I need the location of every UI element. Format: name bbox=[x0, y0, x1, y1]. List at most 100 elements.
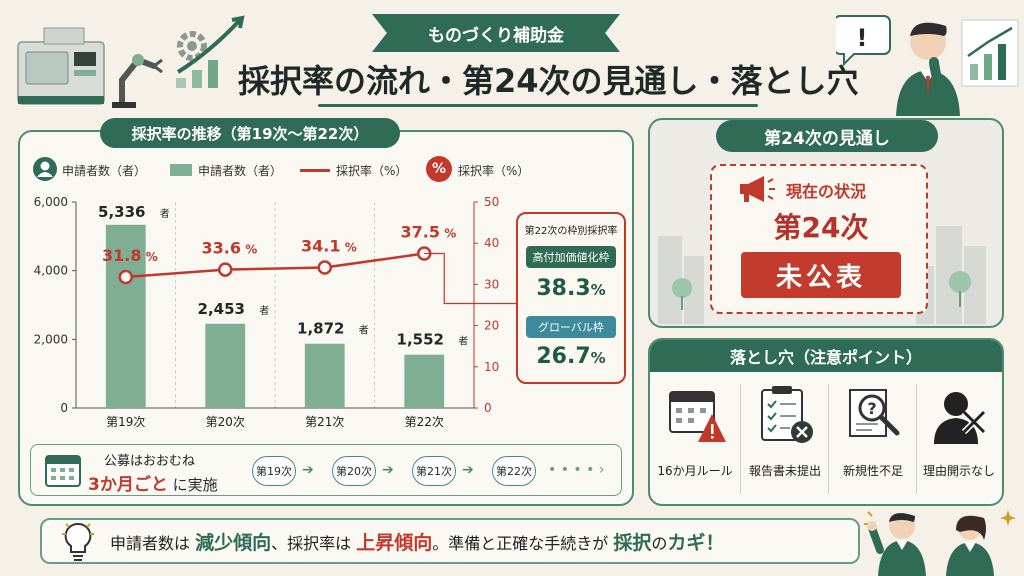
pitfall-no-reason-disclosed: 理由開示なし bbox=[916, 378, 1002, 498]
bar-value-label: 5,336 bbox=[98, 203, 145, 221]
special-rate-tag-global: グローバル枠 bbox=[526, 316, 616, 338]
outlook-panel-tag: 第24次の見通し bbox=[716, 120, 938, 152]
summary-footer bbox=[40, 518, 860, 564]
special-rate-value-high-value: 38.3% bbox=[536, 276, 606, 301]
factory-machine-illustration bbox=[17, 27, 163, 108]
schedule-continue-dots: • • • • › bbox=[548, 462, 605, 478]
header-ribbon: ものづくり補助金 bbox=[372, 14, 620, 52]
schedule-arrow-icon: ➔ bbox=[382, 462, 394, 478]
special-rate-value-global: 26.7% bbox=[536, 344, 606, 369]
schedule-round-21: 第21次 bbox=[412, 456, 456, 486]
y-left-tick-label: 0 bbox=[60, 401, 68, 415]
percent-icon: % bbox=[426, 156, 452, 182]
pitfall-report-missing: 報告書未提出 bbox=[742, 378, 828, 498]
legend-line-swatch bbox=[300, 169, 330, 172]
gear-growth-arrow-icon bbox=[176, 15, 245, 88]
thinking-businessman-illustration: ! bbox=[836, 15, 1019, 116]
line-value-label: 34.1 bbox=[301, 237, 340, 256]
line-point bbox=[118, 269, 133, 285]
page-title: 採択率の流れ・第24次の見通し・落とし穴 bbox=[238, 62, 859, 100]
line-point bbox=[317, 260, 332, 275]
series-line bbox=[125, 252, 425, 279]
y-left-tick-label: 2,000 bbox=[34, 332, 68, 346]
svg-text:!: ! bbox=[857, 24, 868, 52]
left-axis-label: 申請者数（者） bbox=[62, 164, 147, 178]
pitfall-16-month-rule: 16か月ルール bbox=[652, 378, 738, 498]
line-value-unit: % bbox=[345, 241, 357, 255]
bar-value-unit: 者 bbox=[458, 336, 468, 348]
bar-value-label: 1,872 bbox=[297, 320, 344, 338]
pitfall-label: 理由開示なし bbox=[922, 464, 995, 478]
line-value-unit: % bbox=[146, 250, 158, 264]
bar-value-unit: 者 bbox=[160, 208, 170, 220]
pitfalls-heading: 落とし穴（注意ポイント） bbox=[650, 340, 1002, 372]
x-tick-label: 第21次 bbox=[305, 415, 344, 429]
magnifier-question-icon: ? bbox=[849, 389, 900, 437]
svg-text:?: ? bbox=[867, 399, 876, 418]
clipboard-x-icon bbox=[761, 386, 813, 443]
bar bbox=[304, 343, 345, 408]
silhouette-x-icon bbox=[934, 392, 987, 444]
connector-line bbox=[424, 252, 524, 305]
y-right-tick-label: 30 bbox=[484, 277, 499, 291]
calendar-icon bbox=[45, 455, 81, 487]
line-point bbox=[218, 262, 233, 277]
bar-value-unit: 者 bbox=[259, 305, 269, 317]
y-right-tick-label: 20 bbox=[484, 319, 499, 333]
bar bbox=[404, 354, 445, 408]
y-right-tick-label: 40 bbox=[484, 236, 499, 250]
schedule-round-19: 第19次 bbox=[252, 456, 296, 486]
pitfall-divider bbox=[828, 384, 829, 494]
pitfall-label: 報告書未提出 bbox=[748, 464, 821, 478]
percent-symbol: % bbox=[431, 161, 447, 177]
schedule-line-2: 3か月ごと に実施 bbox=[88, 475, 218, 495]
bar bbox=[105, 224, 146, 408]
schedule-round-22: 第22次 bbox=[492, 456, 536, 486]
x-tick-label: 第19次 bbox=[106, 415, 145, 429]
pitfall-divider bbox=[740, 384, 741, 494]
bar-value-unit: 者 bbox=[359, 325, 369, 337]
legend-bar-label: 申請者数（者） bbox=[198, 164, 283, 178]
y-right-tick-label: 50 bbox=[484, 195, 499, 209]
y-left-tick-label: 6,000 bbox=[34, 195, 68, 209]
pitfall-novelty-lacking: ? 新規性不足 bbox=[830, 378, 916, 498]
business-team-illustration bbox=[864, 510, 1016, 576]
y-left-tick-label: 4,000 bbox=[34, 264, 68, 278]
line-value-unit: % bbox=[245, 243, 257, 257]
special-rate-tag-high-value: 高付加価値化枠 bbox=[526, 246, 616, 268]
chart-panel-tag: 採択率の推移（第19次〜第22次） bbox=[100, 118, 400, 148]
bar-value-label: 1,552 bbox=[397, 331, 444, 349]
schedule-arrow-icon: ➔ bbox=[462, 462, 474, 478]
y-right-tick-label: 10 bbox=[484, 360, 499, 374]
lightbulb-icon bbox=[62, 522, 94, 561]
line-value-unit: % bbox=[444, 227, 456, 241]
legend-line-label: 採択率（%） bbox=[336, 164, 408, 178]
status-label: 現在の状況 bbox=[786, 182, 867, 201]
bar bbox=[205, 323, 246, 408]
right-axis-label: 採択率（%） bbox=[458, 164, 530, 178]
calendar-warning-icon bbox=[669, 391, 726, 442]
line-value-label: 37.5 bbox=[401, 223, 440, 242]
legend-bar-swatch bbox=[170, 164, 192, 176]
megaphone-icon bbox=[740, 176, 775, 202]
summary-text: 申請者数は 減少傾向、採択率は 上昇傾向。準備と正確な手続きが 採択のカギ！ bbox=[110, 532, 725, 554]
x-tick-label: 第22次 bbox=[405, 415, 444, 429]
schedule-arrow-icon: ➔ bbox=[302, 462, 314, 478]
y-right-tick-label: 0 bbox=[484, 401, 492, 415]
line-value-label: 31.8 bbox=[102, 246, 141, 265]
pitfall-label: 16か月ルール bbox=[657, 464, 733, 478]
line-value-label: 33.6 bbox=[202, 239, 241, 258]
user-icon bbox=[33, 157, 57, 181]
title-underline bbox=[318, 104, 758, 107]
pitfall-label: 新規性不足 bbox=[842, 464, 903, 478]
schedule-line-1: 公募はおおむね bbox=[104, 454, 196, 469]
x-tick-label: 第20次 bbox=[206, 415, 245, 429]
pitfall-divider bbox=[916, 384, 917, 494]
special-rates-box bbox=[516, 212, 626, 384]
schedule-round-20: 第20次 bbox=[332, 456, 376, 486]
city-skyline-illustration bbox=[658, 226, 986, 324]
status-round: 第24次 bbox=[773, 211, 869, 244]
bar-value-label: 2,453 bbox=[198, 300, 245, 318]
status-badge: 未公表 bbox=[741, 252, 901, 298]
